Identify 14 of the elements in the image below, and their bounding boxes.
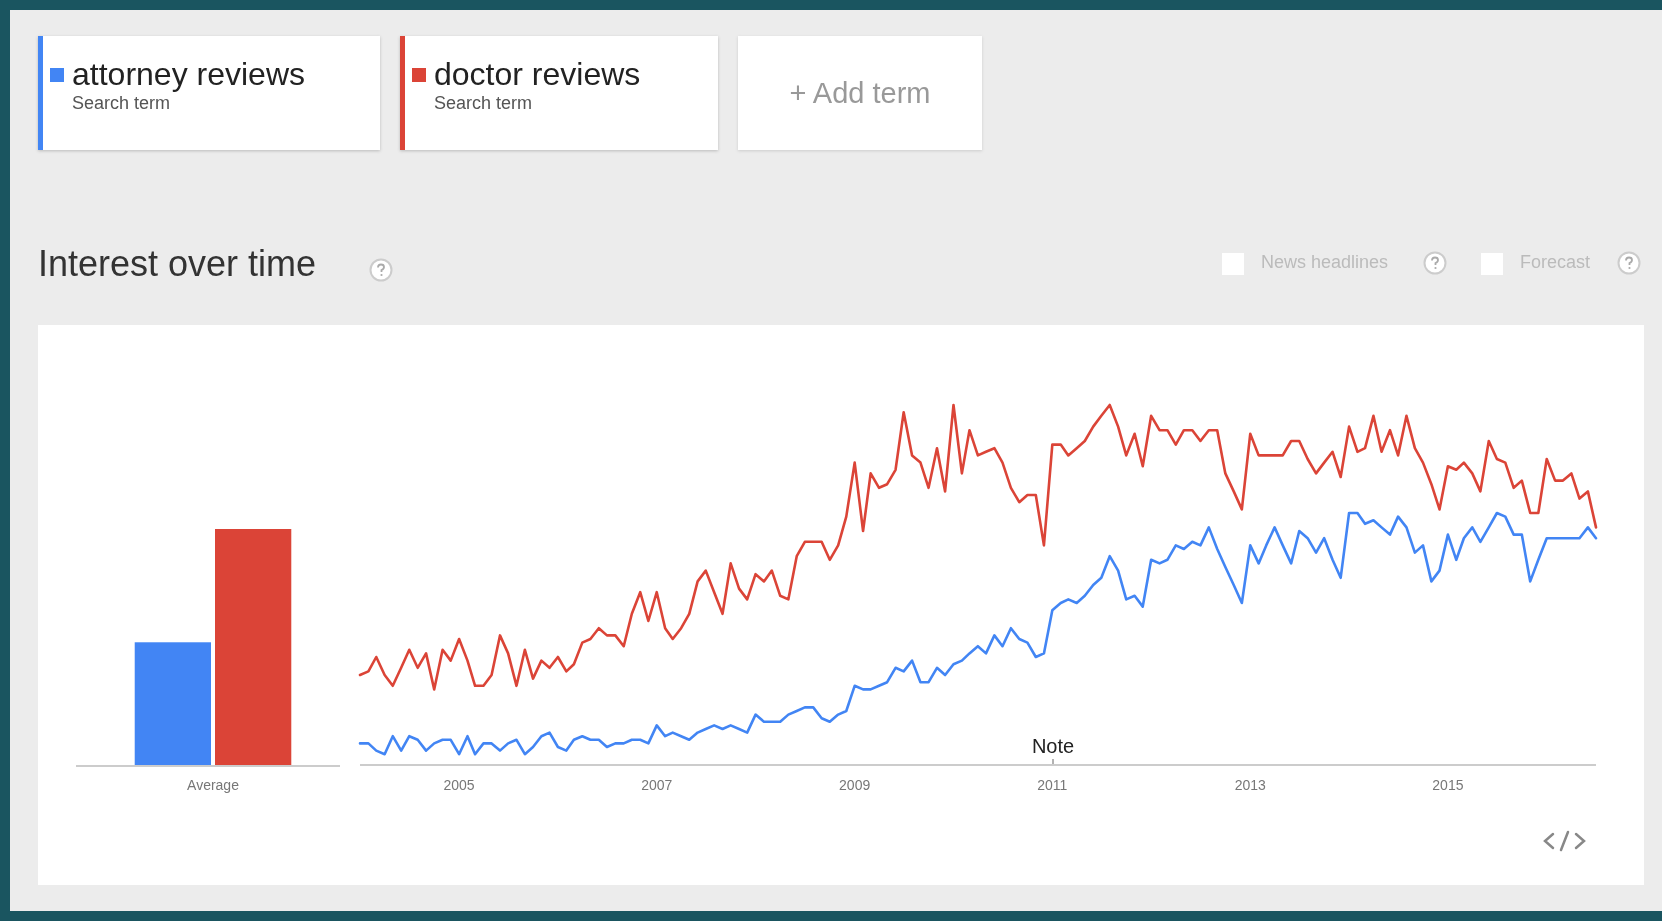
legend-title: Search term [434,93,534,114]
text: Search term [72,93,171,113]
x-tick-label: 2013 [1234,777,1267,793]
legend-label: attorney reviews [71,56,306,93]
x-tick-label: 2009 [839,777,871,793]
legend-label: doctor reviews [433,56,642,93]
x-tick-label: 2007 [641,777,673,793]
annotation: Note [1031,735,1075,757]
chart-title: Interest over time [38,243,317,285]
x-tick-label: 2011 [1037,777,1068,793]
text: + Add term [738,36,982,150]
x-tick-label: 2015 [1432,777,1464,793]
x-axis-title: Average [187,777,240,793]
x-tick-label: 2005 [443,777,475,793]
